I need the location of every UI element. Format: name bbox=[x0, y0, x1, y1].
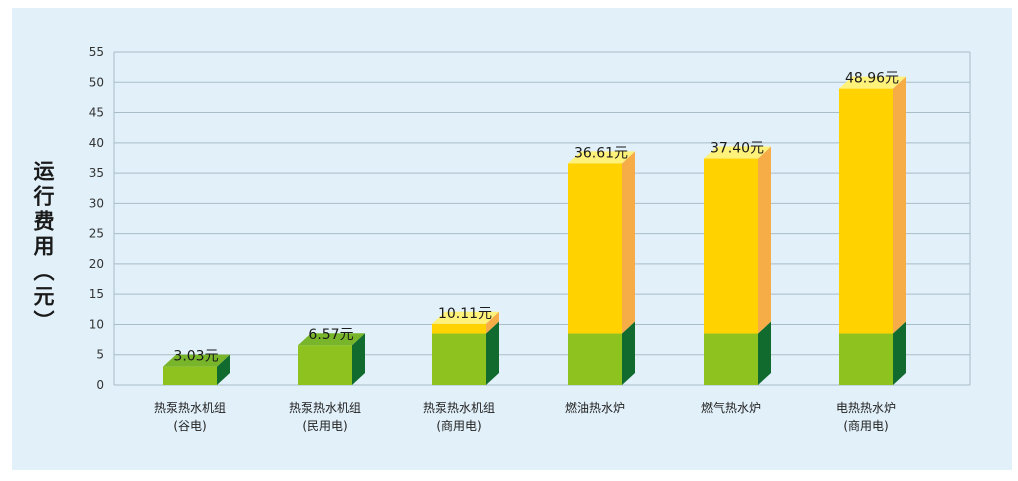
y-tick-label: 10 bbox=[89, 317, 104, 331]
bar-2-top bbox=[298, 333, 365, 346]
bar-1-top bbox=[163, 354, 230, 367]
y-tick-label: 50 bbox=[89, 75, 104, 89]
x-category-label: 燃气热水炉 bbox=[701, 400, 761, 415]
data-label: 48.96元 bbox=[845, 71, 899, 87]
x-category-label: 电热热水炉 bbox=[836, 401, 896, 415]
x-category-label: (谷电) bbox=[173, 419, 206, 433]
data-label: 36.61元 bbox=[574, 145, 628, 161]
bar-6-base-side bbox=[893, 321, 906, 385]
bar-5-top bbox=[704, 146, 771, 159]
bar-6-front bbox=[839, 88, 893, 334]
bar-4-base-front bbox=[568, 333, 622, 385]
bar-4-side bbox=[622, 151, 635, 334]
x-category-label: 热泵热水机组 bbox=[289, 401, 361, 415]
x-category-label: (民用电) bbox=[302, 419, 347, 433]
bar-3-side bbox=[486, 311, 499, 334]
bar-5-side bbox=[758, 146, 771, 334]
bar-5-front bbox=[704, 158, 758, 334]
bar-6-base-front bbox=[839, 333, 893, 385]
bar-5-base-side bbox=[758, 321, 771, 385]
y-axis-label: 运行费用（元） bbox=[31, 160, 55, 335]
y-tick-label: 45 bbox=[89, 106, 104, 120]
bar-3-front bbox=[432, 323, 486, 334]
data-label: 3.03元 bbox=[173, 349, 218, 365]
bar-1-front bbox=[163, 366, 217, 385]
y-tick-label: 25 bbox=[89, 227, 104, 241]
bar-4-front bbox=[568, 163, 622, 334]
y-tick-label: 55 bbox=[89, 45, 104, 59]
bar-5-base-front bbox=[704, 333, 758, 385]
bar-4-base-side bbox=[622, 321, 635, 385]
x-category-label: 热泵热水机组 bbox=[154, 401, 226, 415]
x-category-label: 燃油热水炉 bbox=[565, 400, 625, 415]
y-tick-label: 40 bbox=[89, 136, 104, 150]
y-tick-label: 15 bbox=[89, 287, 104, 301]
x-category-label: 热泵热水机组 bbox=[423, 401, 495, 415]
y-tick-label: 30 bbox=[89, 196, 104, 210]
y-tick-label: 20 bbox=[89, 257, 104, 271]
y-tick-label: 35 bbox=[89, 166, 104, 180]
bar-3-top bbox=[432, 311, 499, 324]
bar-2-front bbox=[298, 345, 352, 385]
x-category-label: (商用电) bbox=[843, 418, 888, 433]
bar-2-side bbox=[352, 333, 365, 385]
data-label: 6.57元 bbox=[308, 327, 353, 343]
bar-3-base-side bbox=[486, 321, 499, 385]
bar-1-side bbox=[217, 354, 230, 385]
bar-4-top bbox=[568, 151, 635, 164]
bar-3-base-front bbox=[432, 333, 486, 385]
y-tick-label: 0 bbox=[96, 378, 104, 392]
data-label: 37.40元 bbox=[710, 141, 764, 157]
bar-6-top bbox=[839, 76, 906, 89]
bar-6-side bbox=[893, 76, 906, 334]
x-category-label: (商用电) bbox=[436, 418, 481, 433]
data-label: 10.11元 bbox=[438, 306, 492, 322]
y-tick-label: 5 bbox=[96, 348, 104, 362]
